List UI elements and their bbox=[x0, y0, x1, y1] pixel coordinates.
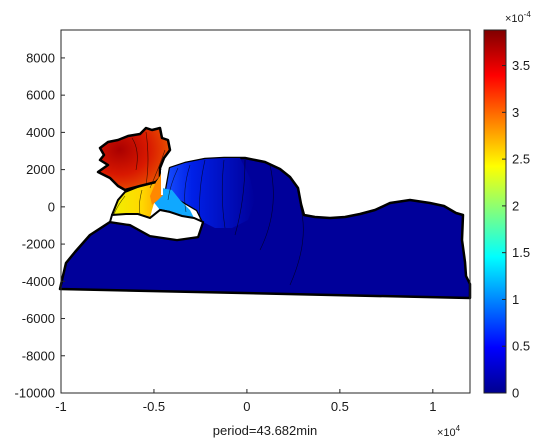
colorbar-tick-label: 1 bbox=[512, 292, 519, 307]
y-tick-label: 6000 bbox=[26, 88, 55, 103]
y-tick-label: 0 bbox=[48, 199, 55, 214]
region-gulf-transition bbox=[165, 158, 255, 228]
colorbar-tick-label: 2 bbox=[512, 198, 519, 213]
colorbar-tick-label: 3.5 bbox=[512, 58, 530, 73]
region-strait bbox=[150, 170, 163, 205]
y-tick-label: 4000 bbox=[26, 125, 55, 140]
colorbar-tick-label: 1.5 bbox=[512, 245, 530, 260]
x-tick-label: 0 bbox=[243, 399, 250, 414]
x-tick-label: -0.5 bbox=[143, 399, 165, 414]
y-tick-label: -2000 bbox=[22, 237, 55, 252]
x-tick-label: 0.5 bbox=[331, 399, 349, 414]
region-inner-bay bbox=[112, 182, 162, 218]
x-tick-label: 1 bbox=[429, 399, 436, 414]
y-axis: 8000 6000 4000 2000 0 -2000 -4000 -6000 -8000 -10… bbox=[15, 50, 65, 401]
island bbox=[108, 208, 205, 242]
y-tick-label: -8000 bbox=[22, 348, 55, 363]
plot-frame bbox=[60, 29, 471, 394]
colorbar-tick-label: 0.5 bbox=[512, 339, 530, 354]
y-tick-label: 8000 bbox=[26, 50, 55, 65]
x-multiplier: ×104 bbox=[437, 424, 461, 439]
heatmap-field bbox=[58, 126, 472, 300]
colorbar-tick-label: 2.5 bbox=[512, 152, 530, 167]
contour-lines bbox=[113, 131, 304, 286]
y-tick-label: 2000 bbox=[26, 162, 55, 177]
x-axis-label: period=43.682min bbox=[213, 423, 317, 438]
x-axis: -1 -0.5 0 0.5 1 bbox=[55, 389, 436, 414]
y-tick-label: -4000 bbox=[22, 274, 55, 289]
colorbar-tick-label: 3 bbox=[512, 105, 519, 120]
colorbar bbox=[483, 29, 507, 394]
y-tick-label: -10000 bbox=[15, 386, 55, 401]
colorbar-multiplier: ×10-4 bbox=[505, 10, 531, 25]
colorbar-axis: 0 0.5 1 1.5 2 2.5 3 3.5 bbox=[502, 58, 530, 401]
x-tick-label: -1 bbox=[55, 399, 67, 414]
colorbar-tick-label: 0 bbox=[512, 386, 519, 401]
region-upper-bay bbox=[96, 126, 172, 192]
y-tick-label: -6000 bbox=[22, 311, 55, 326]
